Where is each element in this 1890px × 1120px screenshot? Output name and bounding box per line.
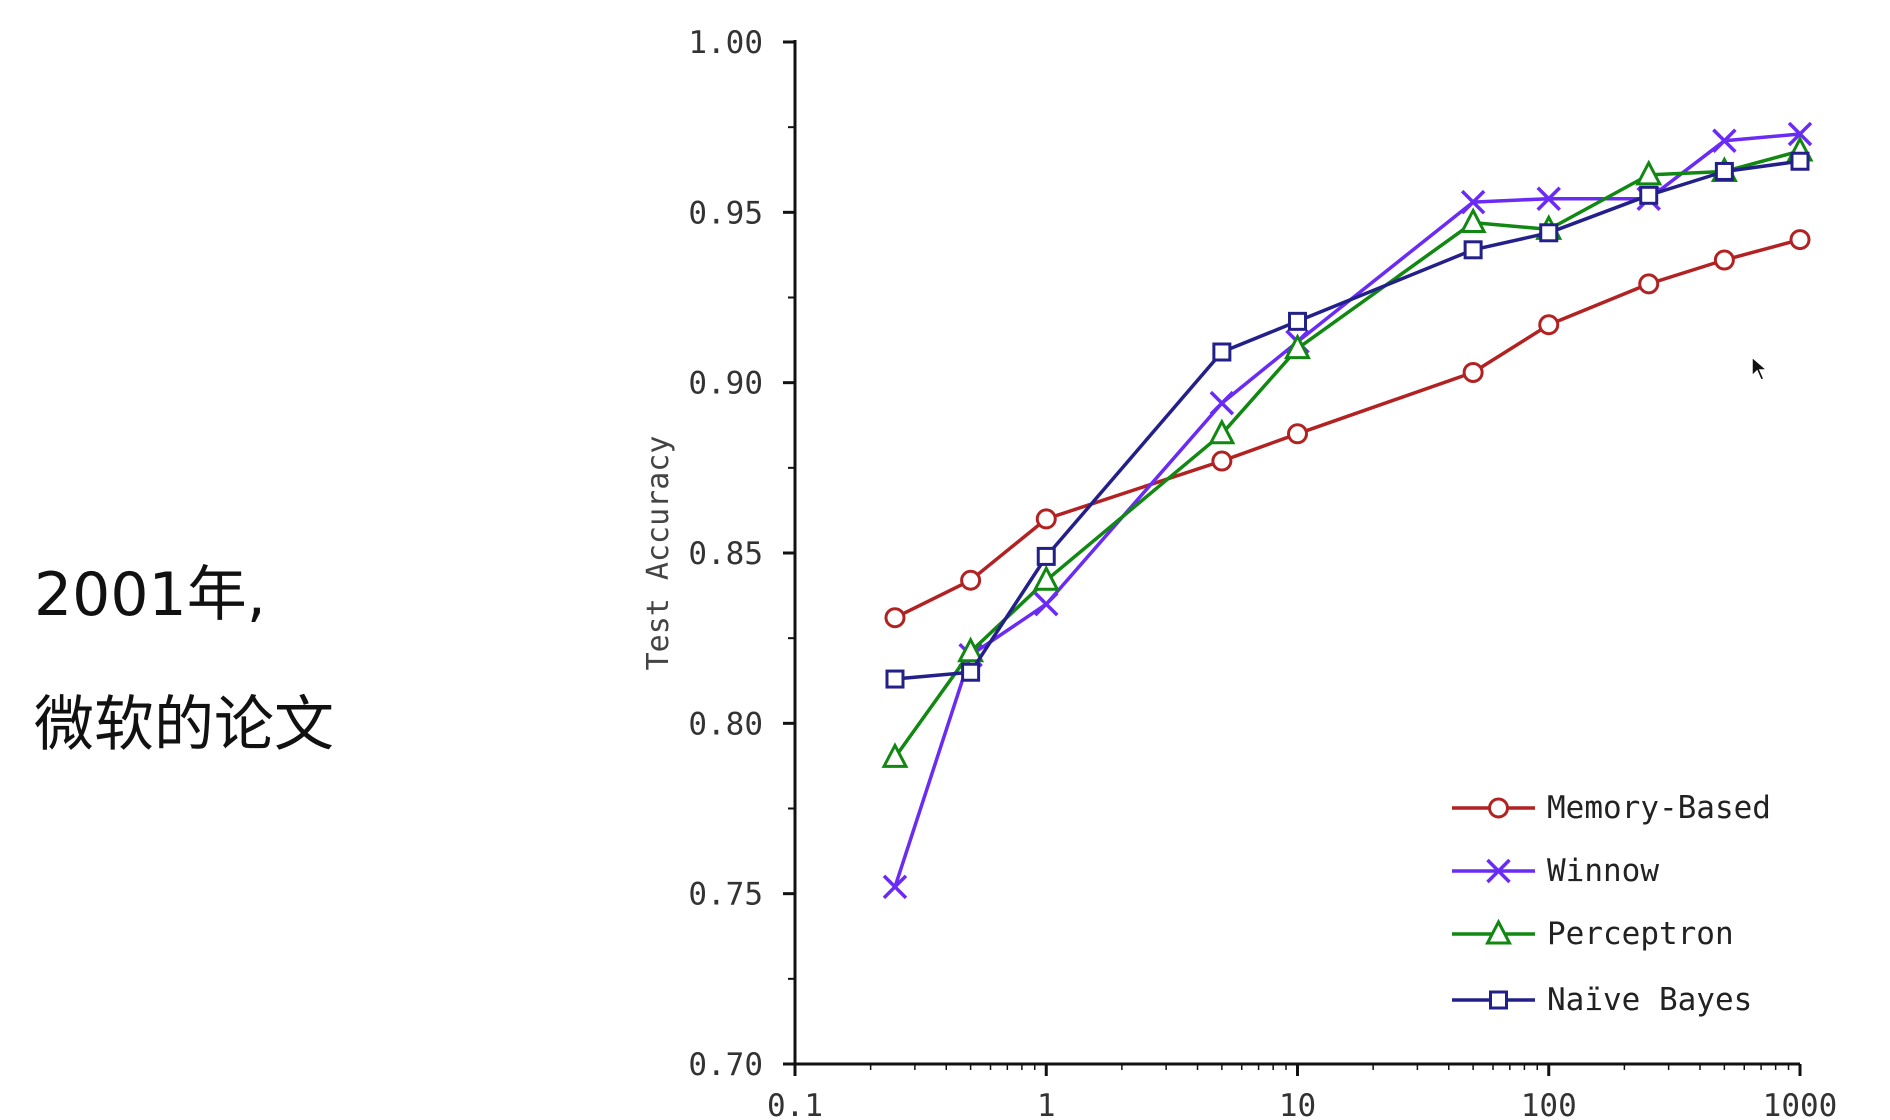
- y-tick-label: 0.85: [688, 536, 763, 572]
- data-point-na-ve-bayes: [961, 662, 981, 682]
- y-tick-label: 0.95: [688, 195, 763, 231]
- data-point-winnow: [1787, 121, 1813, 147]
- mouse-cursor-icon: [1751, 356, 1769, 381]
- y-tick-label: 0.70: [688, 1047, 763, 1083]
- data-point-winnow: [1460, 189, 1486, 215]
- data-point-perceptron: [957, 636, 985, 663]
- legend-label-perceptron: Perceptron: [1547, 916, 1734, 952]
- series-line-na-ve-bayes: [894, 159, 1801, 681]
- data-point-memory-based: [1713, 249, 1735, 271]
- slide-text-line-1: 2001年,: [34, 560, 266, 630]
- data-point-perceptron: [1284, 333, 1311, 360]
- data-point-memory-based: [1538, 314, 1560, 336]
- legend-label-memory-based: Memory-Based: [1547, 790, 1771, 826]
- legend-marker-memory-based: [1488, 797, 1509, 819]
- y-tick-label: 0.90: [688, 366, 763, 402]
- x-tick-label: 1: [1037, 1088, 1056, 1120]
- y-tick-label: 0.80: [688, 706, 763, 742]
- legend-label-winnow: Winnow: [1547, 853, 1659, 889]
- data-point-na-ve-bayes: [1790, 151, 1810, 171]
- data-point-na-ve-bayes: [1463, 240, 1483, 260]
- legend-label-na-ve-bayes: Naïve Bayes: [1547, 982, 1752, 1018]
- data-point-memory-based: [884, 607, 906, 629]
- data-point-na-ve-bayes: [885, 669, 905, 689]
- data-point-memory-based: [960, 569, 982, 591]
- data-point-memory-based: [1638, 273, 1660, 295]
- data-point-na-ve-bayes: [1288, 311, 1307, 331]
- legend-marker-winnow: [1486, 858, 1511, 884]
- data-point-perceptron: [1208, 418, 1236, 445]
- x-tick-label: 1000: [1763, 1088, 1838, 1120]
- data-point-perceptron: [1459, 207, 1487, 234]
- y-tick-label: 0.75: [688, 877, 763, 913]
- data-point-perceptron: [881, 742, 909, 768]
- x-tick-label: 0.1: [767, 1088, 823, 1120]
- data-point-winnow: [1209, 390, 1235, 416]
- data-point-winnow: [1712, 128, 1737, 154]
- slide-text: 2001年, 微软的论文: [34, 530, 334, 790]
- data-point-memory-based: [1462, 361, 1484, 383]
- data-point-perceptron: [1635, 159, 1663, 186]
- legend-marker-na-ve-bayes: [1489, 990, 1508, 1010]
- x-tick-label: 10: [1279, 1088, 1316, 1120]
- data-point-winnow: [1536, 186, 1561, 211]
- data-point-winnow: [1034, 591, 1059, 617]
- data-point-memory-based: [1211, 450, 1233, 472]
- data-point-na-ve-bayes: [1036, 546, 1056, 566]
- legend-marker-perceptron: [1485, 918, 1512, 945]
- y-tick-label: 1.00: [688, 25, 763, 61]
- data-point-na-ve-bayes: [1539, 223, 1559, 243]
- x-tick-label: 100: [1521, 1088, 1577, 1120]
- y-axis-title: Test Accuracy: [641, 436, 676, 671]
- data-point-na-ve-bayes: [1714, 161, 1734, 181]
- data-point-na-ve-bayes: [1212, 342, 1232, 362]
- series-line-perceptron: [893, 149, 1801, 759]
- data-point-memory-based: [1287, 423, 1308, 445]
- data-point-memory-based: [1035, 508, 1057, 530]
- slide-text-line-2: 微软的论文: [34, 690, 334, 760]
- data-point-winnow: [882, 874, 908, 900]
- series-line-memory-based: [894, 237, 1801, 620]
- data-point-na-ve-bayes: [1639, 185, 1659, 205]
- data-point-perceptron: [1032, 565, 1060, 591]
- data-point-memory-based: [1789, 229, 1811, 251]
- series-line-winnow: [893, 132, 1801, 888]
